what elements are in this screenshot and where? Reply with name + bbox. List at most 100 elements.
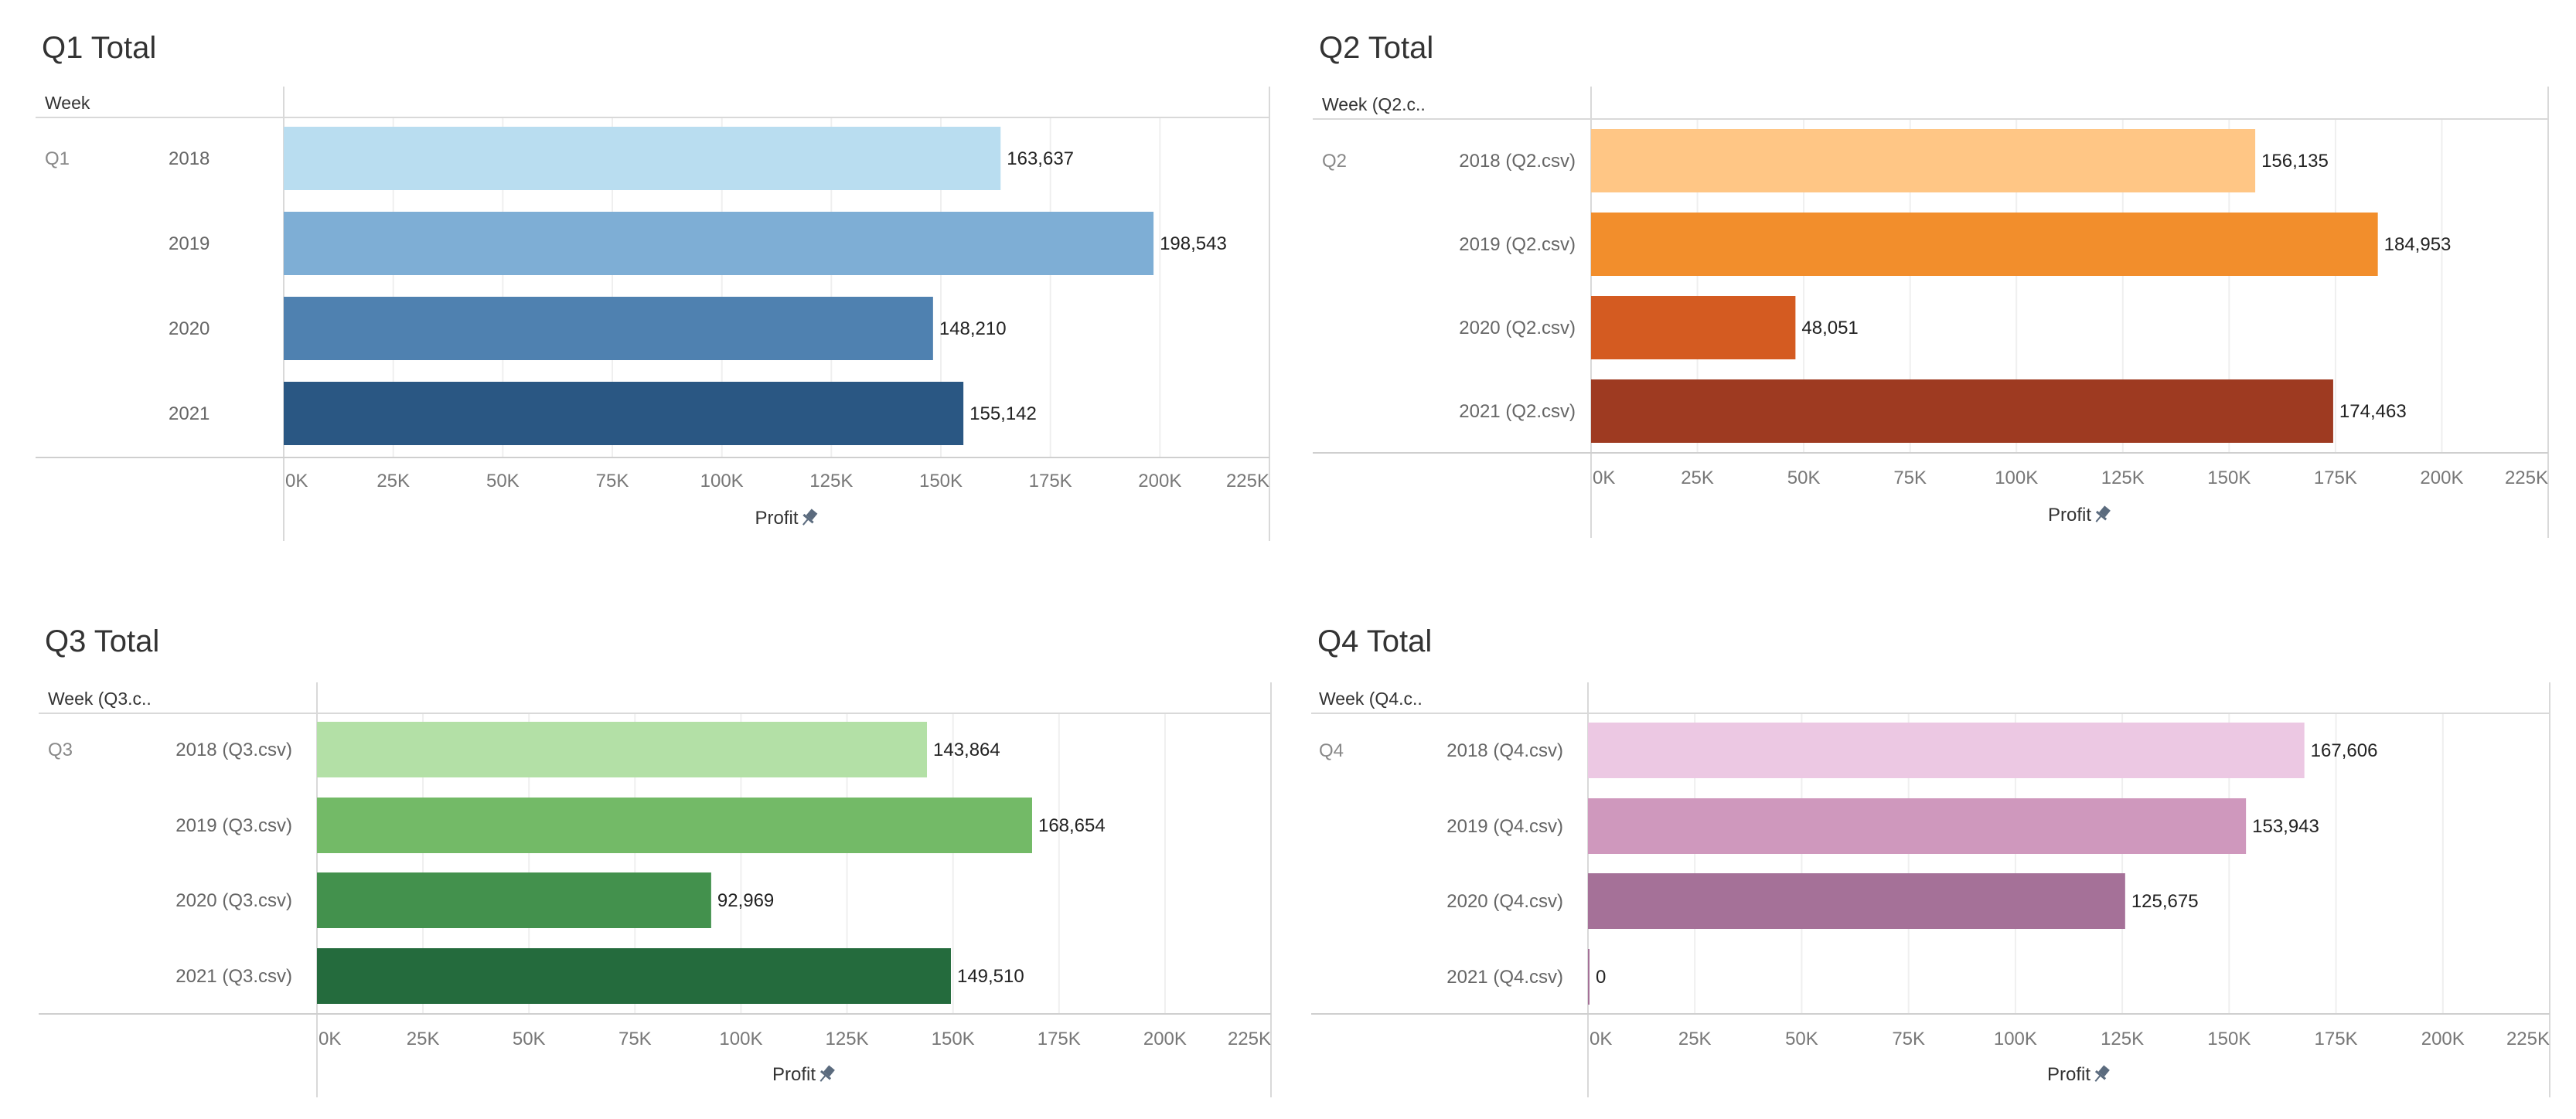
bar — [1588, 723, 2305, 778]
pin-icon-head — [823, 1065, 835, 1077]
bar — [284, 127, 1001, 190]
tick-label: 125K — [2101, 1029, 2144, 1049]
group-label: Q1 — [45, 148, 70, 169]
tick-label: 175K — [2314, 468, 2357, 488]
pin-icon — [819, 1065, 835, 1082]
bar — [1591, 296, 1796, 359]
category-label: 2019 (Q3.csv) — [175, 815, 292, 836]
category-label: 2018 — [169, 148, 210, 169]
bar — [317, 948, 951, 1004]
tick-label: 200K — [2421, 1029, 2465, 1049]
value-label: 168,654 — [1038, 815, 1106, 836]
tick-label: 75K — [596, 471, 629, 491]
value-label: 143,864 — [933, 740, 1000, 760]
bar-chart: Week (Q4.c.. Q4 2018 (Q4.csv) 167,606 2019 (… — [1311, 682, 2550, 1097]
tick-label: 50K — [513, 1029, 546, 1049]
chart-title: Q4 Total — [1317, 624, 1433, 658]
pin-icon-needle — [2095, 515, 2101, 522]
bar-chart: Week Q1 2018 163,637 2019 198,543 2020 148,210 2… — [36, 87, 1270, 541]
pin-icon — [2095, 505, 2111, 522]
axis-title: Profit — [772, 1064, 816, 1085]
category-label: 2018 (Q2.csv) — [1459, 151, 1576, 172]
tick-label: 0K — [1590, 1029, 1612, 1049]
tick-label: 50K — [486, 471, 520, 491]
bar — [284, 382, 964, 445]
tick-label: 100K — [719, 1029, 762, 1049]
tick-label: 150K — [919, 471, 963, 491]
bar — [1588, 949, 1590, 1005]
row-header: Week (Q2.c.. — [1322, 94, 1426, 114]
category-label: 2019 (Q4.csv) — [1446, 816, 1563, 837]
value-label: 155,142 — [969, 403, 1037, 424]
category-label: 2021 — [169, 403, 210, 424]
value-label: 149,510 — [957, 966, 1024, 987]
axis-title: Profit — [2047, 1064, 2090, 1085]
bar — [1588, 873, 2125, 929]
axis-title: Profit — [2048, 505, 2091, 525]
bar — [317, 798, 1032, 853]
category-label: 2018 (Q3.csv) — [175, 740, 292, 760]
tick-label: 200K — [1143, 1029, 1187, 1049]
tick-label: 50K — [1785, 1029, 1818, 1049]
row-header: Week — [45, 93, 90, 113]
bar — [317, 722, 928, 777]
tick-label: 150K — [932, 1029, 975, 1049]
pin-icon-base — [2095, 510, 2107, 521]
tick-label: 25K — [407, 1029, 440, 1049]
q3-panel: Q3 Total Week (Q3.c.. Q3 2018 (Q3.csv) 143,… — [0, 560, 1288, 1119]
pin-icon — [802, 508, 818, 525]
tick-label: 150K — [2207, 468, 2251, 488]
bar — [284, 297, 933, 360]
tick-label: 25K — [1681, 468, 1714, 488]
pin-icon-needle — [819, 1075, 826, 1082]
bar — [317, 872, 711, 928]
category-label: 2019 — [169, 233, 210, 254]
bar — [1591, 379, 2333, 443]
axis-title: Profit — [755, 508, 798, 529]
pin-icon-head — [806, 508, 818, 521]
bar — [1591, 213, 2378, 276]
pin-icon — [2094, 1065, 2110, 1082]
tick-label: 75K — [1892, 1029, 1925, 1049]
q1-panel: Q1 Total Week Q1 2018 163,637 2019 198,543 202… — [0, 0, 1288, 560]
q4-panel: Q4 Total Week (Q4.c.. Q4 2018 (Q4.csv) 167,… — [1288, 560, 2576, 1119]
group-label: Q2 — [1322, 151, 1347, 172]
tick-label: 225K — [2505, 468, 2548, 488]
row-header: Week (Q4.c.. — [1319, 689, 1423, 709]
tick-label: 100K — [1994, 1029, 2037, 1049]
value-label: 156,135 — [2261, 151, 2329, 172]
tick-label: 200K — [1138, 471, 1181, 491]
category-label: 2020 (Q3.csv) — [175, 890, 292, 911]
tick-label: 25K — [1678, 1029, 1712, 1049]
tick-label: 175K — [1038, 1029, 1081, 1049]
tick-label: 25K — [377, 471, 410, 491]
tick-label: 0K — [319, 1029, 341, 1049]
category-label: 2020 (Q2.csv) — [1459, 318, 1576, 338]
tick-label: 225K — [2506, 1029, 2550, 1049]
tick-label: 125K — [809, 471, 853, 491]
tick-label: 125K — [2101, 468, 2145, 488]
bar — [1591, 129, 2256, 192]
q2-panel: Q2 Total Week (Q2.c.. Q2 2018 (Q2.csv) 156,… — [1288, 0, 2576, 560]
value-label: 0 — [1596, 967, 1606, 988]
value-label: 48,051 — [1801, 318, 1858, 338]
category-label: 2020 — [169, 318, 210, 339]
category-label: 2019 (Q2.csv) — [1459, 234, 1576, 255]
tick-label: 175K — [2315, 1029, 2358, 1049]
category-label: 2021 (Q4.csv) — [1446, 967, 1563, 988]
category-label: 2018 (Q4.csv) — [1446, 740, 1563, 761]
pin-icon-base — [802, 513, 814, 524]
tick-label: 225K — [1228, 1029, 1271, 1049]
row-header: Week (Q3.c.. — [48, 689, 152, 709]
tick-label: 0K — [1593, 468, 1615, 488]
pin-icon-head — [2098, 1065, 2110, 1077]
tick-label: 75K — [1893, 468, 1927, 488]
category-label: 2020 (Q4.csv) — [1446, 891, 1563, 912]
bar — [284, 212, 1154, 275]
pin-icon-needle — [802, 519, 809, 525]
value-label: 148,210 — [939, 318, 1007, 339]
group-label: Q4 — [1319, 740, 1344, 761]
value-label: 184,953 — [2384, 234, 2452, 255]
pin-icon-needle — [2094, 1075, 2101, 1082]
tick-label: 150K — [2207, 1029, 2251, 1049]
